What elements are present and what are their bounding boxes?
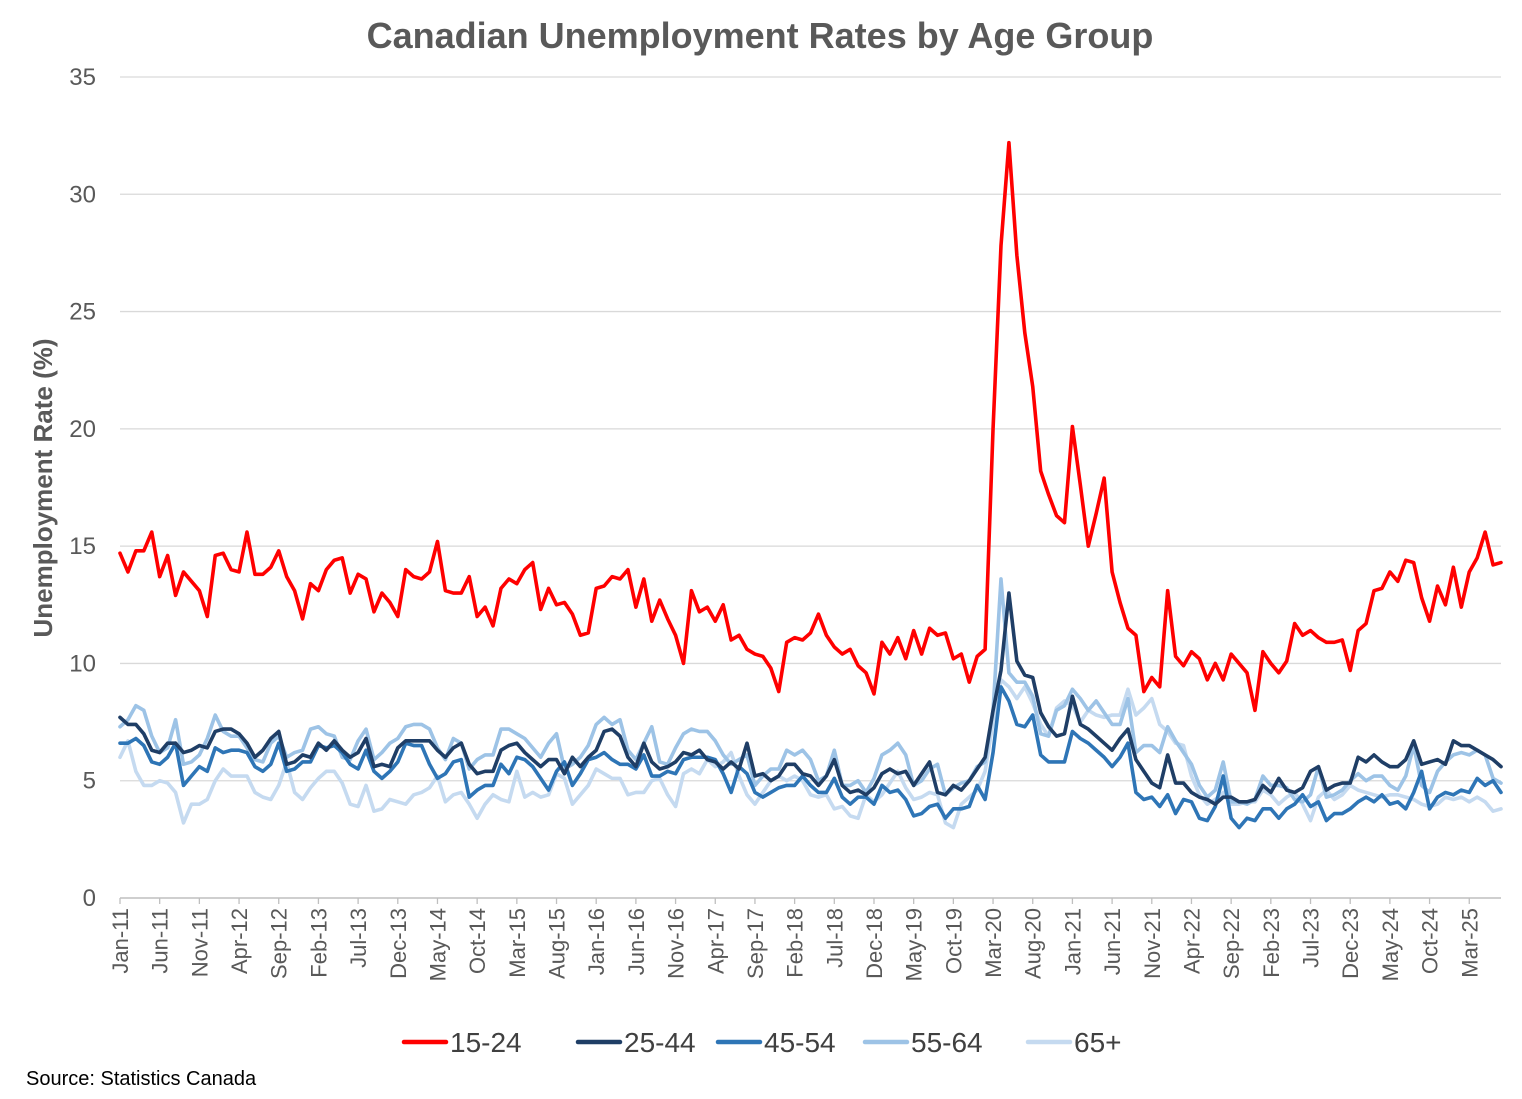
legend-label: 25-44 [624,1027,696,1058]
x-tick-label: Jan-16 [584,908,609,975]
series-line-15-24 [118,140,1503,713]
x-tick-label: May-24 [1378,908,1403,981]
x-tick-label: Apr-17 [703,908,728,974]
x-tick-label: Sep-12 [267,908,292,979]
series-lines [118,140,1503,830]
x-tick-label: Jul-23 [1299,908,1324,968]
x-axis-ticks: Jan-11 Jun-11 Nov-11 Apr-12 Sep-12 Feb-13 Jul-… [108,898,1482,981]
x-tick-label: Nov-21 [1140,908,1165,979]
x-tick-label: Feb-18 [783,908,808,978]
series-line-65plus [118,678,1503,830]
x-tick-label: Dec-13 [386,908,411,979]
x-tick-label: Dec-23 [1338,908,1363,979]
y-tick-label: 5 [83,768,96,795]
legend-label: 45-54 [764,1027,836,1058]
chart-title: Canadian Unemployment Rates by Age Group [367,15,1154,56]
x-tick-label: Feb-13 [306,908,331,978]
x-tick-label: Aug-20 [1021,908,1046,979]
y-tick-label: 30 [69,181,96,208]
series-line-55-64 [118,577,1503,806]
y-axis-ticks: 0 5 10 15 20 25 30 35 [69,64,96,912]
x-tick-label: Mar-15 [505,908,530,978]
x-tick-label: Jan-11 [108,908,133,974]
x-tick-label: Apr-22 [1179,908,1204,974]
x-tick-label: Jul-13 [346,908,371,968]
x-tick-label: Aug-15 [545,908,570,979]
series-line-45-54 [118,685,1503,830]
legend-label: 55-64 [911,1027,983,1058]
x-tick-label: Nov-16 [664,908,689,979]
x-tick-label: Jun-16 [624,908,649,975]
y-tick-label: 15 [69,533,96,560]
y-tick-label: 20 [69,416,96,443]
x-tick-label: May-14 [425,908,450,981]
x-tick-label: Oct-24 [1418,908,1443,974]
gridlines [120,76,1501,782]
y-tick-label: 25 [69,299,96,326]
x-tick-label: Jun-21 [1100,908,1125,975]
x-tick-label: Jun-11 [148,908,173,974]
source-note: Source: Statistics Canada [26,1068,257,1090]
legend: 15-24 25-44 45-54 55-64 65+ [401,1027,1122,1058]
y-tick-label: 0 [83,885,96,912]
x-tick-label: Jul-18 [822,908,847,968]
x-tick-label: Sep-17 [743,908,768,979]
x-tick-label: Feb-23 [1259,908,1284,978]
x-tick-label: Oct-19 [941,908,966,974]
x-tick-label: Mar-25 [1457,908,1482,978]
x-tick-label: Mar-20 [981,908,1006,978]
x-tick-label: Sep-22 [1219,908,1244,979]
y-tick-label: 35 [69,64,96,91]
x-tick-label: Jan-21 [1060,908,1085,975]
series-line-25-44 [118,591,1503,806]
x-tick-label: May-19 [902,908,927,981]
y-axis-label: Unemployment Rate (%) [28,338,58,637]
legend-label: 65+ [1074,1027,1122,1058]
x-tick-label: Nov-11 [187,908,212,977]
x-tick-label: Dec-18 [862,908,887,979]
legend-label: 15-24 [450,1027,522,1058]
x-tick-label: Oct-14 [465,908,490,974]
x-tick-label: Apr-12 [227,908,252,974]
y-tick-label: 10 [69,650,96,677]
